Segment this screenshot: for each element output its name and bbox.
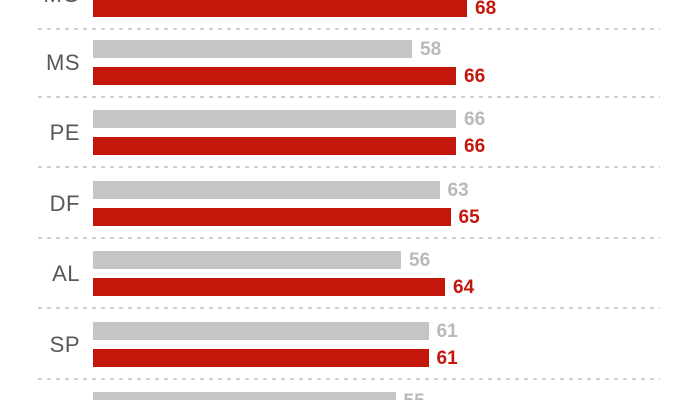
state-label: SP bbox=[49, 332, 80, 357]
state-label: MG bbox=[0, 0, 80, 7]
chart-row: DF 63 65 bbox=[0, 181, 700, 252]
chart-row: 55 bbox=[0, 392, 700, 400]
gray-value-label: 55 bbox=[404, 392, 425, 400]
gray-value-label: 66 bbox=[464, 109, 486, 130]
chart-row: MS 58 66 bbox=[0, 40, 700, 111]
row-separator-line bbox=[38, 96, 660, 98]
chart-row: PE 66 66 bbox=[0, 110, 700, 181]
red-bar bbox=[93, 278, 445, 296]
state-label: MS bbox=[46, 50, 80, 75]
red-bar bbox=[93, 137, 456, 155]
state-label: AL bbox=[52, 261, 80, 286]
gray-bar bbox=[93, 181, 440, 199]
row-separator-line bbox=[38, 166, 660, 168]
red-value-label: 66 bbox=[464, 136, 486, 157]
red-bar bbox=[93, 67, 456, 85]
red-value-label: 66 bbox=[464, 66, 486, 87]
red-bar bbox=[93, 349, 429, 367]
red-value-label: 61 bbox=[436, 348, 458, 369]
gray-value-label: 56 bbox=[409, 250, 431, 271]
chart-row: AL 56 64 bbox=[0, 251, 700, 322]
gray-bar bbox=[93, 322, 429, 340]
gray-value-label: 58 bbox=[420, 39, 442, 60]
red-value-label: 64 bbox=[453, 277, 475, 298]
red-value-label: 68 bbox=[475, 0, 497, 19]
gray-value-label: 61 bbox=[436, 321, 458, 342]
row-separator-line bbox=[38, 237, 660, 239]
red-value-label: 65 bbox=[458, 207, 480, 228]
chart-row: SP 61 61 bbox=[0, 322, 700, 393]
gray-bar bbox=[93, 392, 396, 400]
gray-value-label: 63 bbox=[447, 180, 469, 201]
state-label: PE bbox=[49, 120, 80, 145]
row-separator-line bbox=[38, 378, 660, 380]
gray-bar bbox=[93, 110, 456, 128]
gray-bar bbox=[93, 251, 401, 269]
red-bar bbox=[93, 0, 467, 17]
row-separator-line bbox=[38, 307, 660, 309]
red-bar bbox=[93, 208, 451, 226]
row-separator-line bbox=[38, 28, 660, 30]
state-label: DF bbox=[49, 191, 80, 216]
chart-row: MG 68 bbox=[0, 0, 700, 43]
gray-bar bbox=[93, 40, 412, 58]
